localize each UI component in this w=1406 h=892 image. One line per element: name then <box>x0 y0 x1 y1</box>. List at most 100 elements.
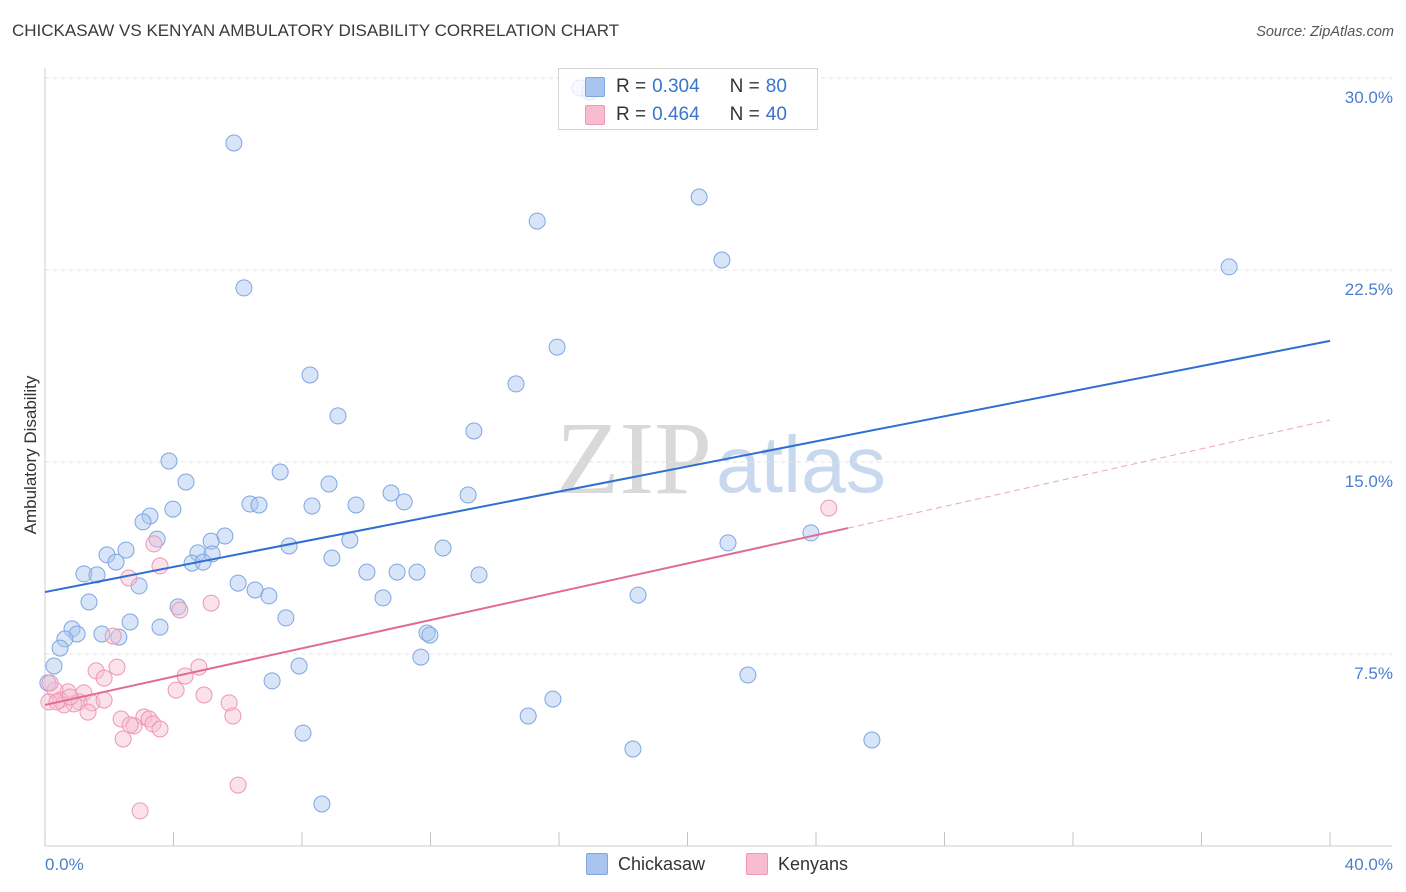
data-point-chickasaw <box>45 657 63 675</box>
series-points-kenyans <box>40 499 838 820</box>
legend-swatch-kenyans <box>585 105 605 125</box>
data-point-chickasaw <box>388 563 406 581</box>
data-point-chickasaw <box>629 586 647 604</box>
data-point-chickasaw <box>418 624 436 642</box>
data-point-kenyans <box>114 730 132 748</box>
data-point-chickasaw <box>98 546 116 564</box>
x-tick-label: 40.0% <box>1345 855 1393 874</box>
data-point-chickasaw <box>395 493 413 511</box>
data-point-chickasaw <box>121 613 139 631</box>
trend-line-extension-kenyans <box>848 419 1331 529</box>
data-point-chickasaw <box>290 657 308 675</box>
data-point-chickasaw <box>544 690 562 708</box>
y-tick-label: 15.0% <box>1345 472 1393 491</box>
data-point-chickasaw <box>151 618 169 636</box>
data-point-kenyans <box>121 716 139 734</box>
data-point-kenyans <box>151 720 169 738</box>
data-point-chickasaw <box>863 731 881 749</box>
data-point-chickasaw <box>250 496 268 514</box>
data-point-chickasaw <box>323 549 341 567</box>
legend-n-value: 80 <box>765 76 787 97</box>
data-point-kenyans <box>820 499 838 517</box>
watermark-atlas: atlas <box>716 420 886 509</box>
legend-label-kenyans: Kenyans <box>778 853 849 874</box>
data-point-chickasaw <box>548 338 566 356</box>
grid-layer: 30.0% 22.5% 15.0% 7.5% <box>45 77 1393 683</box>
data-point-kenyans <box>79 703 97 721</box>
correlation-legend: R = 0.304 N = 80 R = 0.464 N = 40 <box>558 68 818 130</box>
data-point-chickasaw <box>301 366 319 384</box>
data-point-kenyans <box>131 802 149 820</box>
data-point-chickasaw <box>160 452 178 470</box>
data-point-chickasaw <box>690 188 708 206</box>
legend-n-value: 40 <box>765 104 787 125</box>
legend-r-label: R = <box>616 76 647 97</box>
data-point-kenyans <box>171 601 189 619</box>
data-point-kenyans <box>224 707 242 725</box>
data-point-chickasaw <box>719 534 737 552</box>
y-tick-label: 30.0% <box>1345 88 1393 107</box>
data-point-chickasaw <box>277 609 295 627</box>
legend-row-kenyans: R = 0.464 N = 40 <box>585 104 787 125</box>
watermark-zip: ZIP <box>556 401 712 516</box>
legend-n-label: N = <box>729 76 760 97</box>
source-credit: Source: ZipAtlas.com <box>1256 24 1394 40</box>
data-point-chickasaw <box>93 625 111 643</box>
data-point-chickasaw <box>148 530 166 548</box>
data-point-chickasaw <box>229 574 247 592</box>
watermark: ZIP atlas <box>556 401 886 516</box>
trend-layer <box>44 339 1331 706</box>
data-point-chickasaw <box>459 486 477 504</box>
data-point-chickasaw <box>421 626 439 644</box>
data-point-chickasaw <box>347 496 365 514</box>
data-point-chickasaw <box>189 544 207 562</box>
data-point-chickasaw <box>313 795 331 813</box>
legend-swatch-chickasaw <box>585 77 605 97</box>
data-point-chickasaw <box>624 740 642 758</box>
data-point-chickasaw <box>202 532 220 550</box>
x-tick-label: 0.0% <box>45 855 84 874</box>
data-point-kenyans <box>108 658 126 676</box>
data-point-chickasaw <box>177 473 195 491</box>
trend-line-chickasaw <box>44 339 1331 594</box>
data-point-kenyans <box>95 691 113 709</box>
data-point-chickasaw <box>260 587 278 605</box>
data-point-chickasaw <box>235 279 253 297</box>
data-point-kenyans <box>95 669 113 687</box>
data-point-chickasaw <box>519 707 537 725</box>
chart-title: CHICKASAW VS KENYAN AMBULATORY DISABILIT… <box>12 21 620 40</box>
data-point-chickasaw <box>713 251 731 269</box>
data-point-chickasaw <box>225 134 243 152</box>
data-point-kenyans <box>229 776 247 794</box>
data-point-kenyans <box>41 674 59 692</box>
data-point-chickasaw <box>408 563 426 581</box>
data-point-chickasaw <box>107 553 125 571</box>
data-point-chickasaw <box>169 598 187 616</box>
data-point-kenyans <box>220 694 238 712</box>
y-tick-label: 7.5% <box>1354 664 1393 683</box>
data-point-chickasaw <box>320 475 338 493</box>
data-point-kenyans <box>167 681 185 699</box>
legend-r-label: R = <box>616 104 647 125</box>
legend-swatch-chickasaw <box>586 853 608 875</box>
data-point-kenyans <box>104 627 122 645</box>
y-tick-label: 22.5% <box>1345 280 1393 299</box>
legend-label-chickasaw: Chickasaw <box>618 853 706 874</box>
data-point-chickasaw <box>374 589 392 607</box>
legend-row-chickasaw: R = 0.304 N = 80 <box>585 76 787 97</box>
data-point-chickasaw <box>739 666 757 684</box>
data-point-chickasaw <box>528 212 546 230</box>
legend-r-value: 0.304 <box>652 76 700 97</box>
data-point-chickasaw <box>465 422 483 440</box>
data-point-kenyans <box>145 535 163 553</box>
data-point-chickasaw <box>56 630 74 648</box>
data-point-chickasaw <box>63 620 81 638</box>
data-point-chickasaw <box>294 724 312 742</box>
data-point-chickasaw <box>329 407 347 425</box>
data-point-chickasaw <box>80 593 98 611</box>
legend-n-label: N = <box>729 104 760 125</box>
data-point-chickasaw <box>51 639 69 657</box>
data-point-chickasaw <box>117 541 135 559</box>
legend-swatch-kenyans <box>746 853 768 875</box>
